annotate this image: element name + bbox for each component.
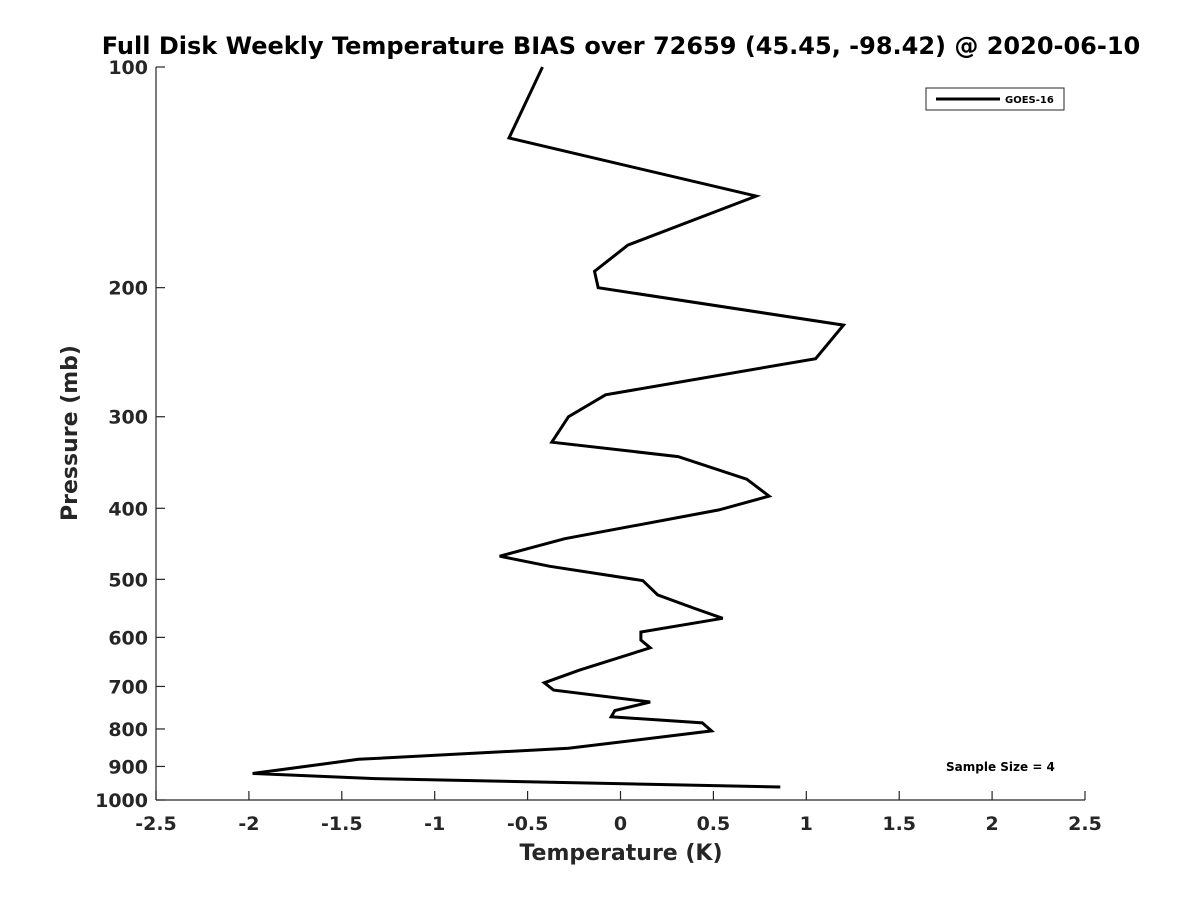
x-axis-ticks: -2.5 -2 -1.5 -1 -0.5 0 0.5 1 1.5 2 2.5 <box>135 791 1102 835</box>
series-layer <box>252 66 847 789</box>
legend-entry: GOES-16 <box>1005 95 1054 106</box>
x-tick-label: -1.5 <box>321 813 363 835</box>
x-tick-label: -2.5 <box>135 813 177 835</box>
x-tick-label: -0.5 <box>507 813 549 835</box>
y-tick-label: 1000 <box>95 790 148 812</box>
chart-title: Full Disk Weekly Temperature BIAS over 7… <box>102 32 1141 60</box>
y-axis-ticks: 100 200 300 400 500 600 700 800 900 1000 <box>95 57 165 812</box>
x-tick-label: 2.5 <box>1068 813 1102 835</box>
sample-size-annotation: Sample Size = 4 <box>946 760 1055 774</box>
x-tick-label: 1.5 <box>882 813 916 835</box>
x-tick-label: 1 <box>800 813 813 835</box>
x-tick-label: 2 <box>985 813 998 835</box>
series-line-goes-16 <box>252 66 847 789</box>
y-tick-label: 200 <box>108 278 148 300</box>
y-tick-label: 700 <box>108 676 148 698</box>
y-axis-label: Pressure (mb) <box>58 345 83 521</box>
y-tick-label: 300 <box>108 407 148 429</box>
x-axis-label: Temperature (K) <box>519 841 722 866</box>
x-tick-label: -1 <box>424 813 445 835</box>
plot-area: -2.5 -2 -1.5 -1 -0.5 0 0.5 1 1.5 2 2.5 100 200 300 40… <box>95 57 1102 835</box>
y-tick-label: 600 <box>108 627 148 649</box>
y-tick-label: 900 <box>108 756 148 778</box>
y-tick-label: 400 <box>108 498 148 520</box>
x-tick-label: -2 <box>238 813 259 835</box>
y-tick-label: 100 <box>108 57 148 79</box>
y-tick-label: 800 <box>108 719 148 741</box>
x-tick-label: 0 <box>614 813 627 835</box>
x-tick-label: 0.5 <box>697 813 731 835</box>
y-tick-label: 500 <box>108 569 148 591</box>
legend: GOES-16 <box>925 87 1065 111</box>
